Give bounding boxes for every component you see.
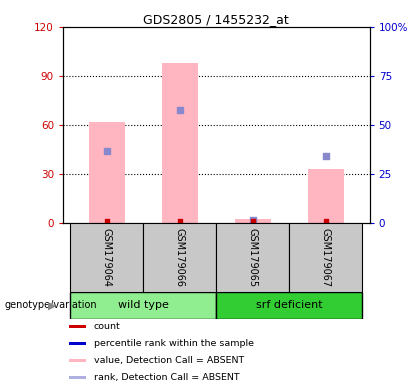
Bar	[69, 359, 86, 362]
Bar	[162, 63, 198, 223]
Text: count: count	[94, 322, 121, 331]
Point	[323, 153, 329, 159]
Text: genotype/variation: genotype/variation	[4, 300, 97, 310]
Point	[249, 217, 256, 223]
Text: srf deficient: srf deficient	[256, 300, 323, 310]
Text: value, Detection Call = ABSENT: value, Detection Call = ABSENT	[94, 356, 244, 365]
FancyBboxPatch shape	[216, 292, 362, 319]
Point	[176, 107, 183, 113]
Text: rank, Detection Call = ABSENT: rank, Detection Call = ABSENT	[94, 373, 239, 382]
Point	[103, 148, 110, 154]
Text: ▶: ▶	[48, 300, 57, 310]
Text: wild type: wild type	[118, 300, 169, 310]
Text: GSM179066: GSM179066	[175, 228, 185, 287]
Title: GDS2805 / 1455232_at: GDS2805 / 1455232_at	[143, 13, 289, 26]
Bar	[69, 376, 86, 379]
Point	[103, 218, 110, 225]
FancyBboxPatch shape	[143, 223, 216, 292]
Text: percentile rank within the sample: percentile rank within the sample	[94, 339, 254, 348]
Point	[176, 218, 183, 225]
Bar	[89, 121, 125, 223]
Text: GSM179064: GSM179064	[102, 228, 112, 287]
FancyBboxPatch shape	[216, 223, 289, 292]
Point	[323, 218, 329, 225]
Bar	[69, 342, 86, 345]
Bar	[234, 220, 271, 223]
Text: GSM179065: GSM179065	[248, 228, 258, 287]
Text: GSM179067: GSM179067	[321, 228, 331, 287]
FancyBboxPatch shape	[70, 292, 216, 319]
Bar	[69, 325, 86, 328]
Point	[249, 218, 256, 225]
Bar	[307, 169, 344, 223]
FancyBboxPatch shape	[70, 223, 143, 292]
FancyBboxPatch shape	[289, 223, 362, 292]
